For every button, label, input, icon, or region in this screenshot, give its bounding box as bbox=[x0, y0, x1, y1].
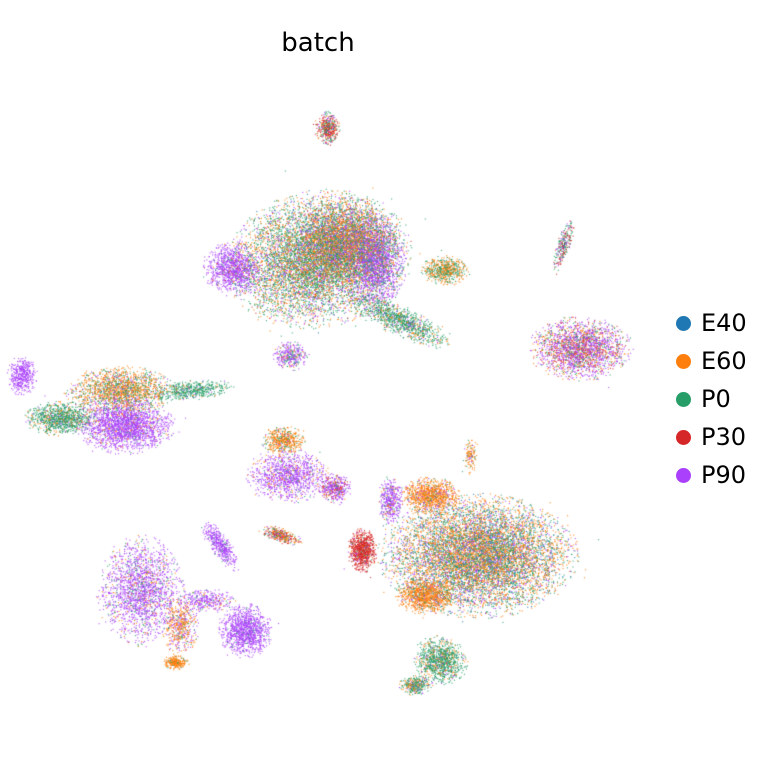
legend-marker bbox=[676, 467, 691, 483]
legend-marker bbox=[676, 391, 691, 407]
legend-marker bbox=[676, 353, 691, 369]
legend: E40 E60 P0 P30 P90 bbox=[676, 304, 747, 494]
legend-marker bbox=[676, 315, 691, 331]
legend-item-e60: E60 bbox=[676, 342, 747, 380]
legend-label: P90 bbox=[701, 461, 747, 489]
umap-scatter-plot bbox=[0, 0, 660, 765]
legend-label: P0 bbox=[701, 385, 731, 413]
legend-label: E40 bbox=[701, 309, 747, 337]
legend-item-p90: P90 bbox=[676, 456, 747, 494]
legend-label: E60 bbox=[701, 347, 747, 375]
legend-item-p30: P30 bbox=[676, 418, 747, 456]
legend-marker bbox=[676, 429, 691, 445]
legend-item-e40: E40 bbox=[676, 304, 747, 342]
legend-label: P30 bbox=[701, 423, 747, 451]
legend-item-p0: P0 bbox=[676, 380, 747, 418]
